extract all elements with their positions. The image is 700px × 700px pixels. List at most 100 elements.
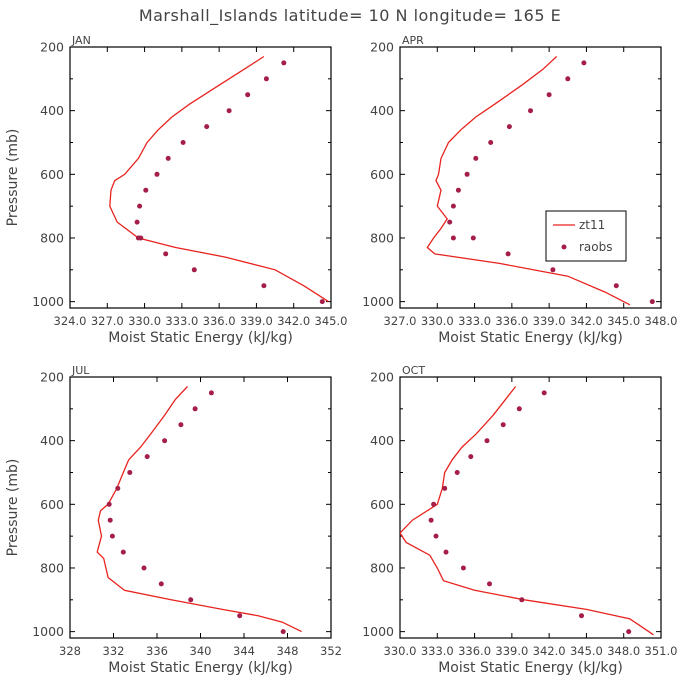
data-point-raobs xyxy=(165,155,171,161)
y-tick-label: 800 xyxy=(370,230,394,245)
data-point-raobs xyxy=(443,549,449,555)
series-line-zt11 xyxy=(426,56,631,306)
x-axis-label: Moist Static Energy (kJ/kg) xyxy=(108,330,293,346)
data-point-raobs xyxy=(237,613,243,619)
data-point-raobs xyxy=(134,219,140,225)
series-line-zt11 xyxy=(109,55,329,303)
y-axis-label: Pressure (mb) xyxy=(5,459,21,557)
data-point-raobs xyxy=(109,533,115,539)
x-tick-label: 351.0 xyxy=(645,644,678,658)
data-point-raobs xyxy=(541,390,547,396)
plot-frame xyxy=(399,376,662,639)
chart-panels: JAN 200 400 600 800 1000 324.0 327.0 330.0 333.0 3… xyxy=(5,34,677,676)
data-point-raobs xyxy=(546,92,552,98)
data-point-raobs xyxy=(191,267,197,273)
x-tick-label: 344 xyxy=(233,644,255,658)
data-point-raobs xyxy=(484,438,490,444)
data-point-raobs xyxy=(442,485,448,491)
x-tick-label: 342.0 xyxy=(570,314,603,328)
data-point-raobs xyxy=(141,565,147,571)
data-point-raobs xyxy=(464,171,470,177)
x-tick-label: 342.0 xyxy=(277,314,310,328)
panel-label: JUL xyxy=(71,364,90,377)
data-point-raobs xyxy=(428,517,434,523)
x-tick-label: 324.0 xyxy=(54,314,87,328)
data-point-raobs xyxy=(226,108,232,114)
figure-title: Marshall_Islands latitude= 10 N longitud… xyxy=(139,6,561,26)
data-point-raobs xyxy=(204,124,210,130)
y-tick-label: 200 xyxy=(40,370,64,385)
y-tick-label: 400 xyxy=(40,433,64,448)
x-tick-label: 333.0 xyxy=(165,314,198,328)
chart-panel-jan: JAN 200 400 600 800 1000 324.0 327.0 330.0 333.0 3… xyxy=(5,34,347,346)
x-tick-label: 342.0 xyxy=(533,644,566,658)
data-point-raobs xyxy=(447,219,453,225)
x-tick-label: 333.0 xyxy=(458,314,491,328)
y-tick-label: 800 xyxy=(370,560,394,575)
data-point-raobs xyxy=(519,597,525,603)
x-tick-label: 352 xyxy=(320,644,342,658)
y-axis-label: Pressure (mb) xyxy=(5,129,21,227)
chart-panel-apr: APR 200 400 600 800 1000 327.0 330.0 333.0 336.0 3… xyxy=(362,34,677,346)
x-tick-label: 348.0 xyxy=(645,314,678,328)
data-point-raobs xyxy=(468,454,474,460)
data-point-raobs xyxy=(649,299,655,305)
data-point-raobs xyxy=(455,187,461,193)
data-point-raobs xyxy=(188,597,194,603)
y-tick-label: 400 xyxy=(40,103,64,118)
y-tick-label: 200 xyxy=(370,40,394,55)
data-point-raobs xyxy=(180,140,186,145)
data-point-raobs xyxy=(106,501,112,507)
chart-panel-oct: OCT 200 400 600 800 1000 330.0 333.0 336.0 339.0 3… xyxy=(362,364,677,676)
data-point-raobs xyxy=(144,454,150,460)
data-point-raobs xyxy=(505,251,511,257)
x-tick-label: 345.0 xyxy=(607,314,640,328)
panel-label: JAN xyxy=(71,34,91,47)
data-point-raobs xyxy=(626,629,632,635)
data-point-raobs xyxy=(280,629,286,635)
data-point-raobs xyxy=(154,171,160,177)
data-point-raobs xyxy=(470,235,476,241)
data-point-raobs xyxy=(163,251,169,257)
x-tick-label: 345.0 xyxy=(315,314,348,328)
data-point-raobs xyxy=(115,485,121,491)
x-axis-label: Moist Static Energy (kJ/kg) xyxy=(438,660,623,676)
data-point-raobs xyxy=(158,581,164,587)
data-point-raobs xyxy=(613,283,619,289)
x-tick-label: 345.0 xyxy=(570,644,603,658)
data-point-raobs xyxy=(487,581,492,587)
x-tick-label: 339.0 xyxy=(240,314,273,328)
y-tick-label: 200 xyxy=(370,370,394,385)
chart-panel-jul: JUL 200 400 600 800 1000 328 332 336 340 344 348 352… xyxy=(5,364,342,676)
data-point-raobs xyxy=(319,299,325,305)
panel-label: APR xyxy=(402,34,424,47)
y-tick-label: 600 xyxy=(40,497,64,512)
data-point-raobs xyxy=(281,60,287,66)
legend: zt11 raobs xyxy=(545,210,627,262)
legend-box xyxy=(545,210,627,262)
data-point-raobs xyxy=(127,470,133,475)
x-tick-label: 328 xyxy=(59,644,81,658)
plot-frame xyxy=(69,376,332,639)
data-point-raobs xyxy=(192,406,198,412)
panel-label: OCT xyxy=(402,364,425,377)
series-line-zt11 xyxy=(400,386,654,636)
x-tick-label: 327.0 xyxy=(91,314,124,328)
x-tick-label: 336.0 xyxy=(203,314,236,328)
y-tick-label: 200 xyxy=(40,40,64,55)
data-point-raobs xyxy=(450,203,456,209)
y-tick-label: 400 xyxy=(370,433,394,448)
series-line-zt11 xyxy=(96,386,302,633)
data-point-raobs xyxy=(137,203,143,209)
data-point-raobs xyxy=(579,613,584,619)
legend-marker-swatch xyxy=(561,244,567,250)
y-tick-label: 1000 xyxy=(362,294,394,309)
data-point-raobs xyxy=(516,406,522,412)
x-tick-label: 348.0 xyxy=(607,644,640,658)
x-axis-label: Moist Static Energy (kJ/kg) xyxy=(438,330,623,346)
data-point-raobs xyxy=(460,565,466,571)
data-point-raobs xyxy=(473,155,479,161)
y-tick-label: 1000 xyxy=(32,624,64,639)
y-tick-label: 1000 xyxy=(362,624,394,639)
data-point-raobs xyxy=(208,390,214,396)
